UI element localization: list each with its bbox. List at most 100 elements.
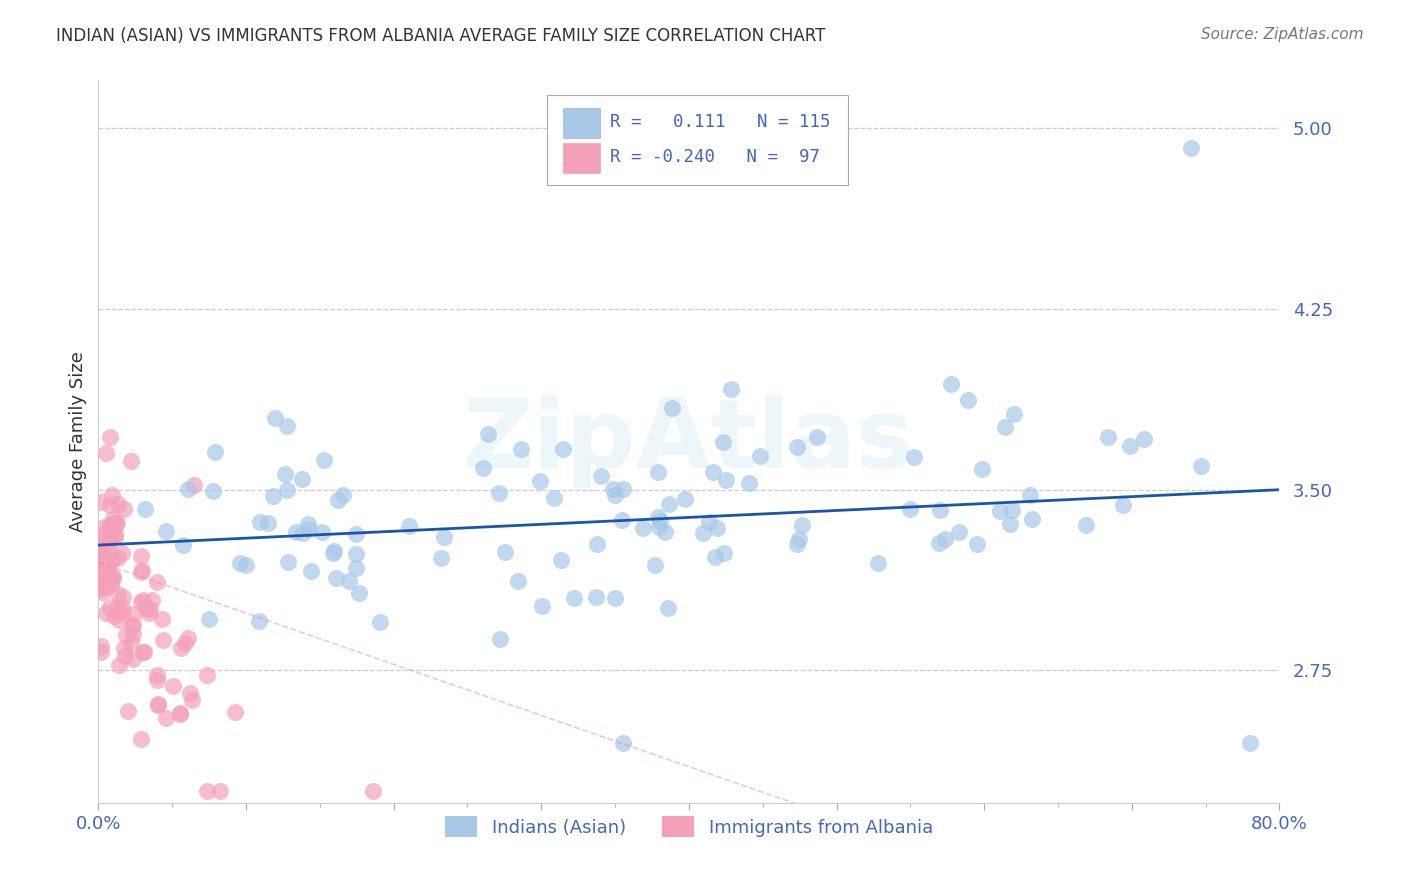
- Point: [347, 585, 370, 599]
- Point: [344, 527, 367, 541]
- Point: [488, 486, 510, 500]
- Point: [195, 668, 218, 682]
- Point: [91, 585, 114, 599]
- Point: [100, 498, 122, 512]
- Point: [96, 607, 118, 621]
- Point: [134, 645, 156, 659]
- Point: [93, 520, 115, 534]
- Point: [90, 571, 112, 585]
- Point: [647, 465, 669, 479]
- Point: [311, 524, 333, 539]
- Point: [201, 484, 224, 499]
- Point: [124, 607, 146, 622]
- Point: [612, 735, 634, 749]
- Point: [702, 465, 724, 479]
- Text: R = -0.240   N =  97: R = -0.240 N = 97: [610, 148, 820, 166]
- Point: [257, 516, 280, 530]
- Point: [111, 601, 134, 615]
- Point: [290, 472, 312, 486]
- Point: [494, 544, 516, 558]
- Point: [98, 600, 121, 615]
- Point: [704, 549, 727, 564]
- Point: [103, 571, 125, 585]
- Point: [477, 426, 499, 441]
- Point: [169, 706, 191, 721]
- Point: [647, 510, 669, 524]
- Point: [104, 530, 127, 544]
- Point: [786, 537, 808, 551]
- Point: [90, 645, 112, 659]
- Point: [98, 518, 121, 533]
- Point: [1180, 141, 1202, 155]
- Point: [107, 587, 129, 601]
- Point: [90, 544, 112, 558]
- Point: [108, 613, 131, 627]
- Point: [172, 538, 194, 552]
- Point: [121, 617, 143, 632]
- Point: [543, 491, 565, 505]
- Point: [337, 574, 360, 589]
- Point: [195, 783, 218, 797]
- Point: [1112, 498, 1135, 512]
- Point: [1000, 517, 1022, 532]
- Point: [585, 591, 607, 605]
- Text: R =   0.111   N = 115: R = 0.111 N = 115: [610, 112, 831, 131]
- Point: [129, 595, 152, 609]
- Point: [326, 492, 349, 507]
- Point: [146, 673, 169, 688]
- Point: [114, 640, 136, 655]
- Point: [966, 537, 988, 551]
- Point: [98, 570, 121, 584]
- Point: [93, 533, 115, 547]
- Point: [98, 557, 121, 571]
- Point: [1021, 512, 1043, 526]
- Point: [263, 410, 285, 425]
- Point: [644, 558, 666, 573]
- Point: [323, 543, 346, 558]
- Point: [112, 606, 135, 620]
- Point: [928, 536, 950, 550]
- Point: [934, 532, 956, 546]
- Point: [711, 435, 734, 450]
- Point: [141, 593, 163, 607]
- Point: [155, 711, 177, 725]
- Point: [132, 592, 155, 607]
- Point: [198, 612, 221, 626]
- Point: [131, 563, 153, 577]
- Point: [90, 639, 112, 653]
- Point: [529, 475, 551, 489]
- Point: [139, 602, 162, 616]
- Point: [100, 553, 122, 567]
- Point: [332, 488, 354, 502]
- Point: [174, 635, 197, 649]
- Point: [107, 601, 129, 615]
- Point: [531, 599, 554, 614]
- Point: [506, 574, 529, 588]
- Point: [903, 450, 925, 464]
- Point: [96, 539, 118, 553]
- Point: [939, 377, 962, 392]
- Point: [108, 658, 131, 673]
- Point: [155, 524, 177, 538]
- Point: [129, 731, 152, 746]
- Point: [692, 526, 714, 541]
- Point: [90, 581, 112, 595]
- Point: [1119, 439, 1142, 453]
- Point: [97, 541, 120, 556]
- Point: [673, 492, 696, 507]
- Point: [786, 441, 808, 455]
- Point: [117, 704, 139, 718]
- Point: [276, 418, 298, 433]
- Point: [433, 530, 456, 544]
- Point: [98, 430, 121, 444]
- Point: [806, 430, 828, 444]
- Point: [787, 532, 810, 546]
- Point: [299, 564, 322, 578]
- Point: [148, 698, 170, 713]
- FancyBboxPatch shape: [547, 95, 848, 185]
- Point: [122, 627, 145, 641]
- Point: [585, 537, 607, 551]
- Point: [1001, 503, 1024, 517]
- Point: [208, 783, 231, 797]
- Point: [101, 517, 124, 532]
